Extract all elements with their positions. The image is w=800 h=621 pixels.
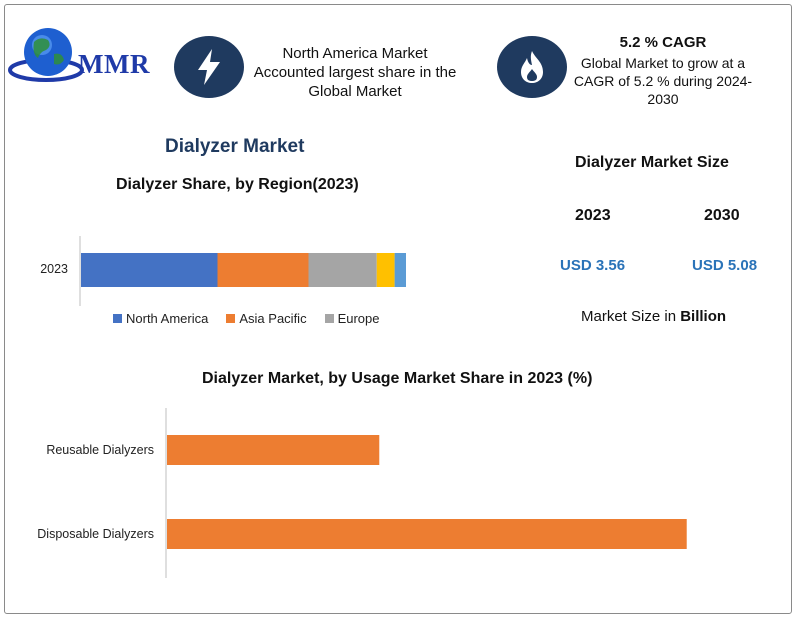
legend-label-europe: Europe <box>337 311 380 326</box>
statement-line-3: Global Market <box>308 83 402 100</box>
region-category-label: 2023 <box>40 262 68 276</box>
market-size-unit: Market Size in Billion <box>581 308 726 325</box>
market-size-title: Dialyzer Market Size <box>575 154 729 171</box>
market-size-unit-bold: Billion <box>680 308 727 325</box>
region-legend: North America Asia Pacific Europe <box>113 311 380 326</box>
legend-item-asia-pacific: Asia Pacific <box>226 311 307 326</box>
usage-category-label: Disposable Dialyzers <box>37 527 154 541</box>
usage-bar-chart: Reusable Dialyzers Disposable Dialyzers <box>37 408 687 578</box>
lightning-bolt-icon <box>198 49 220 85</box>
bar-segment-4 <box>376 253 395 287</box>
statement-line-1: North America Market <box>282 45 428 62</box>
cagr-line-3: 2030 <box>647 91 679 107</box>
bar-north-america <box>81 253 218 287</box>
market-title: Dialyzer Market <box>165 136 305 157</box>
market-size-year-2023: 2023 <box>575 207 611 224</box>
cagr-line-1: Global Market to grow at a <box>580 55 746 71</box>
flame-icon <box>521 51 543 83</box>
usage-bar-reusable-dialyzers <box>167 435 380 465</box>
legend-swatch-north-america <box>113 314 122 323</box>
region-chart-title: Dialyzer Share, by Region(2023) <box>116 176 359 193</box>
legend-item-europe: Europe <box>324 311 380 326</box>
infographic-frame <box>4 4 792 614</box>
usage-bar-disposable-dialyzers <box>167 519 687 549</box>
legend-item-north-america: North America <box>113 311 208 326</box>
region-stacked-chart: 2023 <box>40 236 406 306</box>
logo-text: MMR <box>78 49 150 79</box>
market-size-value-2023: USD 3.56 <box>560 257 626 274</box>
usage-category-label: Reusable Dialyzers <box>46 443 154 457</box>
legend-label-north-america: North America <box>126 311 209 326</box>
lightning-circle <box>174 36 244 98</box>
cagr-block: 5.2 % CAGR Global Market to grow at a CA… <box>570 34 756 108</box>
flame-circle <box>497 36 567 98</box>
globe-icon <box>8 28 84 82</box>
legend-swatch-europe <box>324 314 334 323</box>
market-size-year-2030: 2030 <box>704 207 740 224</box>
cagr-line-2: CAGR of 5.2 % during 2024- <box>573 73 753 89</box>
legend-label-asia-pacific: Asia Pacific <box>239 311 307 326</box>
north-america-statement: North America Market Accounted largest s… <box>245 44 465 101</box>
market-size-value-2030: USD 5.08 <box>692 257 758 274</box>
legend-swatch-asia-pacific <box>226 314 236 323</box>
statement-line-2: Accounted largest share in the <box>253 64 457 81</box>
bar-segment-5 <box>394 253 406 287</box>
cagr-title: 5.2 % CAGR <box>619 34 707 51</box>
bar-asia-pacific <box>217 253 309 287</box>
usage-chart-title: Dialyzer Market, by Usage Market Share i… <box>202 370 593 387</box>
market-size-unit-prefix: Market Size in <box>581 308 677 325</box>
bar-europe <box>308 253 377 287</box>
mmr-logo: MMR <box>8 22 158 92</box>
